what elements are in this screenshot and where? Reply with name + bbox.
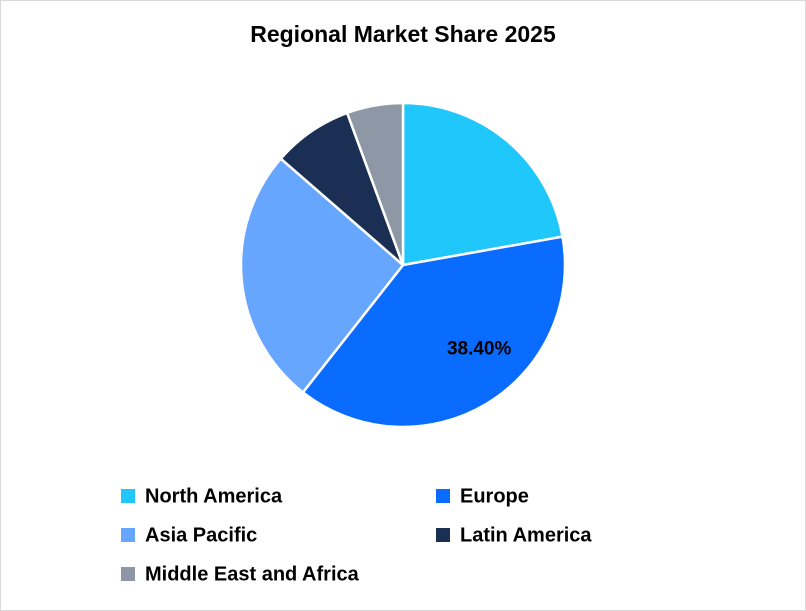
pie-slice (239, 156, 405, 395)
chart-title: Regional Market Share 2025 (250, 21, 556, 47)
legend-swatch (436, 489, 450, 503)
legend-label: Europe (460, 485, 529, 507)
legend-swatch (121, 528, 135, 542)
pie-slice (401, 101, 564, 267)
data-label: 38.40% (447, 338, 512, 359)
legend-label: Middle East and Africa (145, 563, 360, 585)
legend-swatch (121, 489, 135, 503)
legend-swatch (121, 567, 135, 581)
pie-slice (345, 101, 405, 266)
pie-slice (301, 235, 567, 429)
legend-label: North America (145, 485, 283, 507)
legend-label: Asia Pacific (145, 524, 257, 546)
legend-swatch (436, 528, 450, 542)
legend-label: Latin America (460, 524, 592, 546)
